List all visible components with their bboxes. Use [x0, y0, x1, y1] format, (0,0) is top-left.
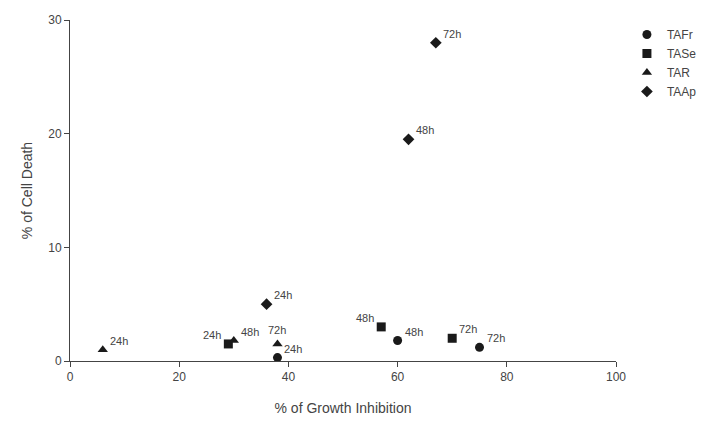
svg-text:24h: 24h	[284, 343, 302, 355]
svg-text:TAR: TAR	[667, 66, 690, 80]
svg-text:20: 20	[48, 127, 62, 141]
svg-text:100: 100	[606, 370, 626, 384]
svg-text:48h: 48h	[241, 326, 259, 338]
svg-text:% of Growth Inhibition: % of Growth Inhibition	[275, 400, 412, 416]
svg-text:TASe: TASe	[667, 47, 696, 61]
svg-text:40: 40	[282, 370, 296, 384]
svg-text:80: 80	[500, 370, 514, 384]
svg-text:24h: 24h	[274, 289, 292, 301]
svg-text:30: 30	[48, 13, 62, 27]
svg-text:TAFr: TAFr	[667, 28, 693, 42]
svg-text:0: 0	[67, 370, 74, 384]
svg-text:72h: 72h	[459, 323, 477, 335]
svg-text:0: 0	[55, 354, 62, 368]
svg-text:24h: 24h	[110, 335, 128, 347]
svg-text:60: 60	[391, 370, 405, 384]
svg-text:TAAp: TAAp	[667, 85, 696, 99]
svg-text:48h: 48h	[416, 124, 434, 136]
svg-text:72h: 72h	[443, 28, 461, 40]
svg-text:10: 10	[48, 241, 62, 255]
svg-text:48h: 48h	[405, 326, 423, 338]
svg-text:48h: 48h	[356, 312, 374, 324]
svg-text:% of Cell Death: % of Cell Death	[19, 142, 35, 239]
svg-text:72h: 72h	[268, 324, 286, 336]
svg-text:72h: 72h	[487, 332, 505, 344]
svg-text:24h: 24h	[203, 329, 221, 341]
svg-text:20: 20	[173, 370, 187, 384]
